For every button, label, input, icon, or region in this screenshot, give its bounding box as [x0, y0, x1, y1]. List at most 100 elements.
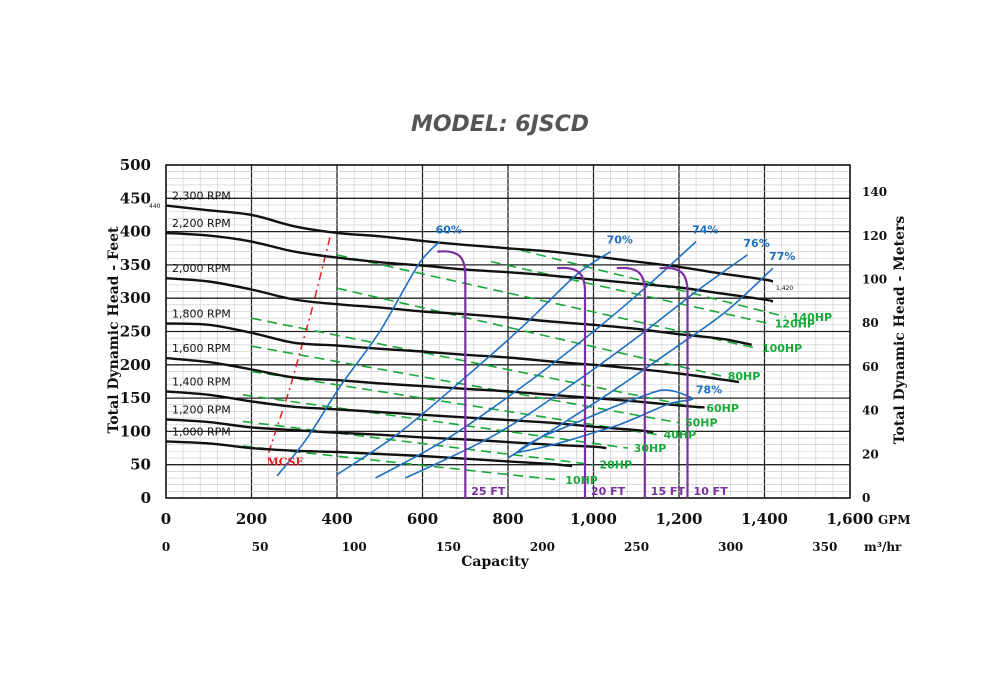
label-440: 440: [149, 203, 161, 210]
hp-label: 10HP: [565, 474, 598, 487]
y-tick-label: 100: [120, 422, 151, 440]
y-tick-label: 150: [120, 389, 151, 407]
mcsf-label: MCSF: [267, 456, 304, 469]
y-tick-label: 0: [141, 489, 151, 507]
hp-line: [336, 287, 722, 377]
y-tick-label: 400: [120, 223, 151, 241]
efficiency-label: 74%: [692, 224, 718, 237]
hp-label: 120HP: [775, 318, 815, 331]
y2-axis-title: Total Dynamic Head - Meters: [892, 216, 908, 445]
hp-label: 30HP: [634, 442, 667, 455]
x-tick-label: 1,600: [827, 510, 874, 528]
x2-tick-label: 50: [252, 540, 269, 554]
hp-label: 20HP: [600, 459, 633, 472]
x2-tick-label: 350: [812, 540, 837, 554]
y2-tick-label: 20: [862, 447, 879, 461]
npsh-label: 10 FT: [694, 485, 729, 498]
npsh-curve: [556, 266, 587, 498]
efficiency-label: 77%: [769, 250, 795, 263]
hp-label: 80HP: [728, 370, 761, 383]
rpm-label: 2,000 RPM: [172, 262, 231, 275]
x-tick-label: 1,400: [741, 510, 788, 528]
y-tick-label: 200: [120, 356, 151, 374]
x2-tick-label: 100: [342, 540, 367, 554]
y-tick-label: 450: [120, 189, 151, 207]
rpm-label: 1,800 RPM: [172, 308, 231, 321]
efficiency-label: 78%: [696, 383, 722, 396]
chart-title: MODEL: 6JSCD: [410, 112, 590, 137]
plot-border: [165, 164, 851, 499]
efficiency-curve: [276, 241, 441, 477]
hp-label: 60HP: [706, 402, 739, 415]
x-axis-unit: GPM: [878, 513, 911, 527]
hp-line: [490, 260, 769, 325]
x-tick-label: 1,200: [656, 510, 703, 528]
y2-tick-label: 80: [862, 316, 879, 330]
hp-line: [251, 317, 701, 409]
rpm-label: 1,200 RPM: [172, 403, 231, 416]
rpm-label: 1,400 RPM: [172, 375, 231, 388]
x-axis-title: Capacity: [461, 554, 529, 570]
y-axis-title: Total Dynamic Head - Feet: [106, 226, 122, 433]
x-tick-label: 200: [236, 510, 267, 528]
y-tick-label: 300: [120, 289, 151, 307]
hp-label: 100HP: [762, 342, 802, 355]
speed-curve: [165, 356, 705, 409]
npsh-curve: [659, 266, 689, 498]
speed-curve: [165, 440, 573, 468]
efficiency-curve: [516, 389, 694, 454]
y2-tick-label: 140: [862, 185, 887, 199]
speed-curve: [165, 231, 774, 303]
efficiency-label: 76%: [743, 237, 769, 250]
rpm-label: 2,300 RPM: [172, 190, 231, 203]
hp-line: [520, 249, 787, 318]
hp-line: [251, 370, 658, 436]
efficiency-curve: [507, 267, 774, 459]
x2-axis-unit: m³/hr: [864, 540, 902, 554]
x-tick-label: 400: [321, 510, 352, 528]
npsh-curve: [616, 266, 646, 498]
efficiency-label: 60%: [436, 224, 462, 237]
plot-frame: [165, 164, 851, 499]
x-tick-label: 800: [492, 510, 523, 528]
x2-tick-label: 300: [718, 540, 743, 554]
hp-label: 40HP: [664, 429, 697, 442]
x-tick-label: 1,000: [570, 510, 617, 528]
efficiency-curve: [405, 254, 748, 479]
y2-tick-label: 0: [862, 491, 870, 505]
y-tick-label: 350: [120, 256, 151, 274]
speed-curve: [165, 204, 774, 283]
hp-label: 50HP: [685, 417, 718, 430]
rpm-label: 1,000 RPM: [172, 425, 231, 438]
y2-tick-label: 40: [862, 404, 879, 418]
x2-tick-label: 150: [436, 540, 461, 554]
x2-tick-label: 0: [162, 540, 170, 554]
y-tick-label: 250: [120, 323, 151, 341]
curve-labels: 140HP120HP100HP80HP60HP50HP40HP30HP20HP1…: [172, 190, 832, 498]
y2-tick-label: 120: [862, 229, 887, 243]
hp-label: 140HP: [792, 311, 832, 324]
y2-tick-label: 100: [862, 272, 887, 286]
x-tick-label: 600: [407, 510, 438, 528]
y-tick-label: 50: [130, 456, 151, 474]
y2-tick-label: 60: [862, 360, 879, 374]
x2-tick-label: 250: [624, 540, 649, 554]
npsh-label: 15 FT: [651, 485, 686, 498]
x2-tick-label: 200: [530, 540, 555, 554]
mcsf-line: [267, 234, 332, 453]
hp-line: [242, 394, 628, 449]
npsh-curves: [437, 250, 689, 498]
npsh-label: 20 FT: [591, 485, 626, 498]
label-1420: 1,420: [776, 285, 793, 292]
efficiency-curve: [375, 241, 697, 479]
mcsf-line-path: [267, 234, 332, 453]
hp-line: [336, 254, 757, 349]
rpm-label: 2,200 RPM: [172, 217, 231, 230]
speed-curve: [165, 418, 607, 450]
hp-line: [242, 420, 594, 466]
efficiency-curve: [336, 250, 612, 476]
npsh-label: 25 FT: [471, 485, 506, 498]
y-tick-label: 500: [120, 156, 151, 174]
